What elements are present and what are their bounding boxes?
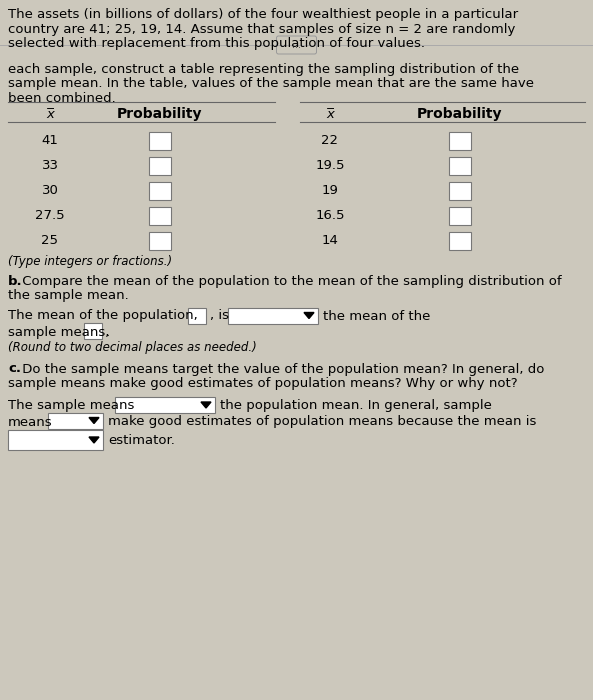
- Text: sample mean. In the table, values of the sample mean that are the same have: sample mean. In the table, values of the…: [8, 78, 534, 90]
- Text: means: means: [8, 416, 53, 428]
- Bar: [449, 232, 471, 250]
- Polygon shape: [89, 437, 99, 443]
- Text: 33: 33: [42, 160, 59, 172]
- Text: Compare the mean of the population to the mean of the sampling distribution of: Compare the mean of the population to th…: [18, 275, 562, 288]
- Text: 27.5: 27.5: [35, 209, 65, 223]
- Polygon shape: [201, 402, 211, 408]
- Text: 14: 14: [321, 234, 339, 247]
- Bar: [8, 430, 103, 450]
- Bar: [188, 307, 206, 323]
- Text: been combined.: been combined.: [8, 92, 116, 105]
- Text: estimator.: estimator.: [108, 434, 175, 447]
- Text: b.: b.: [8, 275, 23, 288]
- Text: country are 41; 25, 19, 14. Assume that samples of size n = 2 are randomly: country are 41; 25, 19, 14. Assume that …: [8, 22, 515, 36]
- Text: sample means make good estimates of population means? Why or why not?: sample means make good estimates of popu…: [8, 377, 518, 390]
- Text: .: .: [106, 326, 110, 339]
- Bar: [84, 323, 102, 339]
- Bar: [48, 412, 103, 428]
- Bar: [149, 157, 171, 175]
- Text: The sample means: The sample means: [8, 399, 135, 412]
- Text: each sample, construct a table representing the sampling distribution of the: each sample, construct a table represent…: [8, 63, 519, 76]
- FancyBboxPatch shape: [276, 36, 317, 54]
- Text: make good estimates of population means because the mean is: make good estimates of population means …: [108, 416, 537, 428]
- Text: the population mean. In general, sample: the population mean. In general, sample: [220, 399, 492, 412]
- Bar: [449, 206, 471, 225]
- Bar: [115, 397, 215, 413]
- Text: Probability: Probability: [117, 107, 203, 121]
- Text: c.: c.: [8, 363, 21, 375]
- Text: The mean of the population,: The mean of the population,: [8, 309, 197, 323]
- Text: (Round to two decimal places as needed.): (Round to two decimal places as needed.): [8, 340, 257, 354]
- Text: 19.5: 19.5: [315, 160, 345, 172]
- Text: x̅: x̅: [46, 108, 54, 120]
- Text: sample means,: sample means,: [8, 326, 109, 339]
- Bar: [149, 232, 171, 250]
- Polygon shape: [89, 417, 99, 424]
- Bar: [149, 206, 171, 225]
- Text: selected with replacement from this population of four values.: selected with replacement from this popu…: [8, 37, 425, 50]
- Text: the sample mean.: the sample mean.: [8, 290, 129, 302]
- Text: 25: 25: [42, 234, 59, 247]
- Text: 30: 30: [42, 184, 59, 197]
- Bar: [228, 307, 318, 323]
- Bar: [149, 182, 171, 199]
- Text: 19: 19: [321, 184, 339, 197]
- Text: Do the sample means target the value of the population mean? In general, do: Do the sample means target the value of …: [18, 363, 544, 375]
- Text: x̅: x̅: [326, 108, 334, 120]
- Text: the mean of the: the mean of the: [323, 309, 431, 323]
- Text: ...: ...: [292, 40, 301, 50]
- Text: 16.5: 16.5: [315, 209, 345, 223]
- Bar: [449, 157, 471, 175]
- Text: (Type integers or fractions.): (Type integers or fractions.): [8, 255, 172, 268]
- Text: Probability: Probability: [417, 107, 503, 121]
- Text: The assets (in billions of dollars) of the four wealthiest people in a particula: The assets (in billions of dollars) of t…: [8, 8, 518, 21]
- Text: , is: , is: [210, 309, 229, 323]
- Polygon shape: [304, 312, 314, 318]
- Bar: [449, 132, 471, 150]
- Text: 41: 41: [42, 134, 59, 147]
- Bar: [449, 182, 471, 199]
- Text: 22: 22: [321, 134, 339, 147]
- Bar: [149, 132, 171, 150]
